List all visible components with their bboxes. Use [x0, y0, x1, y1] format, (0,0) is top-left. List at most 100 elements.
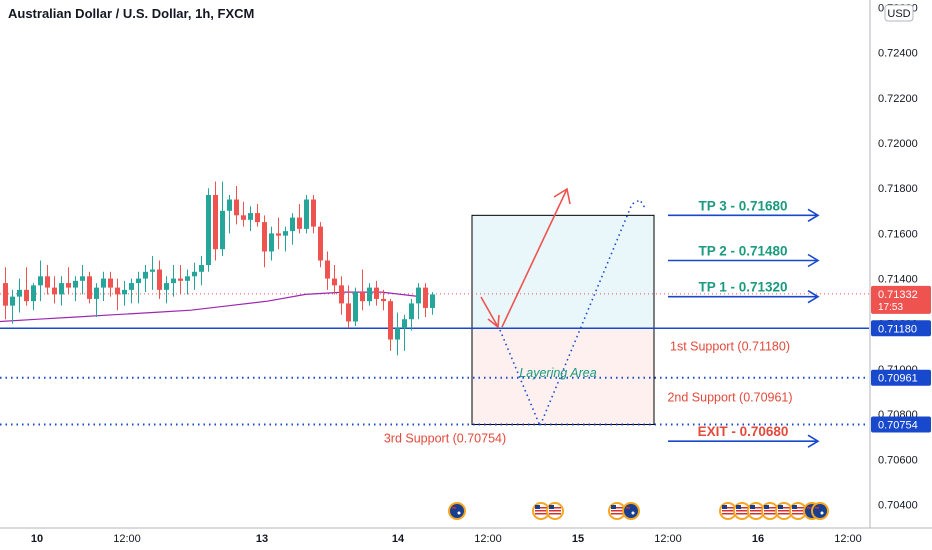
projection-pullback-arrowhead	[487, 314, 500, 329]
candle-body	[276, 233, 281, 236]
y-tick-label: 0.72400	[878, 48, 918, 60]
candle-body	[192, 271, 197, 277]
candle-body	[255, 213, 260, 223]
flag-stripe	[535, 510, 547, 512]
candle-body	[388, 301, 393, 340]
candles	[3, 181, 435, 356]
candle-body	[45, 276, 50, 288]
candle-body	[241, 215, 246, 220]
candle-body	[395, 328, 400, 340]
candle-body	[206, 194, 211, 266]
us-flag-icon	[761, 502, 779, 520]
target-zone	[471, 214, 655, 329]
flag-stripe	[750, 507, 762, 509]
flag-stripe	[611, 507, 623, 509]
candle-body	[122, 289, 127, 295]
candle-body	[353, 292, 358, 322]
candle-body	[248, 213, 253, 220]
x-tick-label: 15	[572, 533, 584, 545]
flag-stripe	[764, 513, 776, 515]
flag-star	[631, 511, 635, 515]
y-tick-label: 0.72200	[878, 93, 918, 105]
layering-area-label: Layering Area	[519, 366, 596, 380]
flag-cross	[452, 507, 456, 509]
us-flag-icon	[532, 502, 550, 520]
au-flag-icon	[622, 502, 640, 520]
y-tick-label: 0.71400	[878, 274, 918, 286]
flag-stripe	[535, 507, 547, 509]
candle-body	[59, 283, 64, 295]
candle-body	[178, 278, 183, 281]
candle-body	[416, 287, 421, 304]
currency-badge	[884, 4, 914, 22]
level-price-tag-1	[871, 320, 931, 337]
candle-body	[143, 271, 148, 279]
take-profit-label-3: TP 1 - 0.71320	[698, 280, 787, 295]
target-arrowhead-1	[807, 208, 820, 223]
support-1-label: 1st Support (0.71180)	[670, 339, 790, 353]
candle-body	[409, 303, 414, 320]
level-price-tag-label-1: 0.71180	[878, 323, 917, 335]
candle-body	[66, 283, 71, 288]
current-price-tag-label: 0.71332	[878, 289, 918, 301]
candle-body	[360, 292, 365, 302]
candle-body	[325, 260, 330, 279]
candle-body	[136, 278, 141, 284]
y-tick-label: 0.72000	[878, 138, 918, 150]
flag-stripe	[722, 510, 734, 512]
candle-body	[311, 199, 316, 227]
flag-stripe	[764, 507, 776, 509]
flag-stripe	[549, 513, 561, 515]
us-flag-icon	[719, 502, 737, 520]
take-profit-label-1: TP 3 - 0.71680	[698, 198, 787, 213]
us-flag-icon	[789, 502, 807, 520]
x-tick-label: 12:00	[113, 533, 141, 545]
candle-body	[374, 287, 379, 299]
au-flag-icon	[448, 502, 466, 520]
candle-body	[73, 280, 78, 288]
candle-body	[290, 217, 295, 232]
flag-stripe	[778, 513, 790, 515]
flag-cross	[626, 507, 630, 509]
flag-canton	[778, 505, 783, 509]
y-tick-label: 0.71800	[878, 183, 918, 195]
level-price-tag-label-2: 0.70961	[878, 373, 918, 385]
flag-stripe	[722, 513, 734, 515]
candle-body	[10, 296, 15, 306]
flag-canton	[736, 505, 741, 509]
candle-body	[157, 269, 162, 290]
currency-badge-label: USD	[887, 8, 910, 20]
flag-stripe	[549, 510, 561, 512]
flag-stripe	[792, 507, 804, 509]
candle-body	[115, 287, 120, 295]
flag-stripe	[535, 513, 547, 515]
candle-body	[227, 199, 232, 211]
flag-canton	[611, 505, 616, 509]
flag-face	[624, 504, 638, 518]
x-tick-label: 13	[256, 533, 268, 545]
x-tick-label: 12:00	[654, 533, 682, 545]
candle-body	[94, 287, 99, 299]
us-flag-icon	[775, 502, 793, 520]
x-tick-label: 16	[752, 533, 764, 545]
flag-stripe	[736, 507, 748, 509]
flag-stripe	[778, 507, 790, 509]
candle-body	[31, 285, 36, 302]
candle-body	[164, 283, 169, 290]
flag-stripe	[611, 513, 623, 515]
x-tick-label: 12:00	[474, 533, 502, 545]
candle-body	[346, 303, 351, 322]
level-price-tag-2	[871, 369, 931, 386]
flag-face	[813, 504, 827, 518]
candle-body	[318, 226, 323, 261]
candle-body	[87, 276, 92, 299]
us-flag-icon	[733, 502, 751, 520]
projection-breakout-line	[501, 188, 568, 328]
projection-layering-path	[499, 198, 646, 429]
candle-body	[17, 289, 22, 297]
candle-body	[297, 217, 302, 229]
target-arrowhead-2	[807, 253, 820, 268]
chart-title: Australian Dollar / U.S. Dollar, 1h, FXC…	[8, 6, 255, 21]
